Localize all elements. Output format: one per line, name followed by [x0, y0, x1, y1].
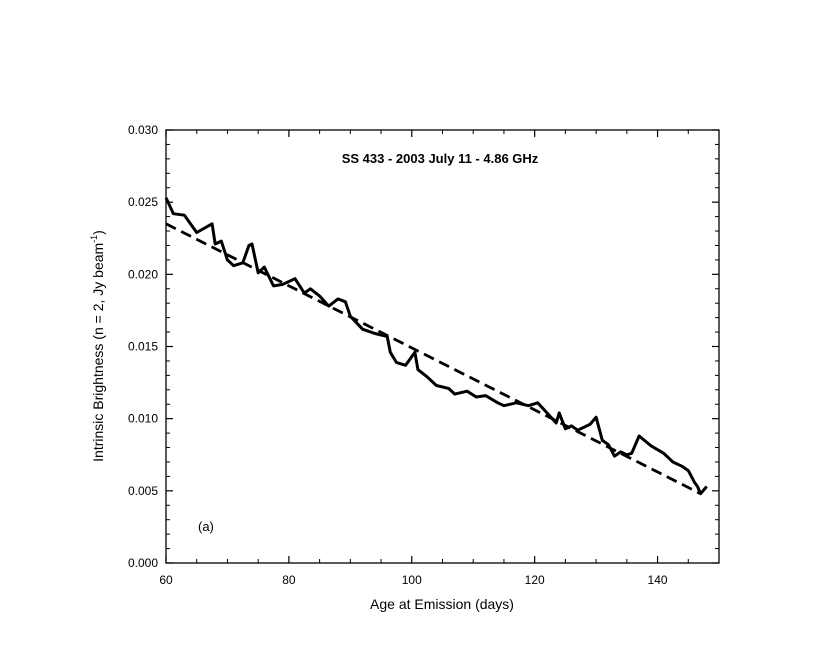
y-tick-label: 0.000	[128, 556, 158, 570]
x-tick-label: 100	[402, 573, 422, 587]
y-tick-label: 0.030	[128, 123, 158, 137]
y-tick-label: 0.015	[128, 340, 158, 354]
axis-ticks	[165, 129, 720, 564]
y-tick-label: 0.025	[128, 195, 158, 209]
plot-frame	[165, 129, 720, 564]
x-tick-label: 60	[159, 573, 173, 587]
fit-line-dashed	[165, 222, 702, 495]
chart-title: SS 433 - 2003 July 11 - 4.86 GHz	[342, 151, 539, 166]
axis-tick-labels: 60 80 100 120 140 0.000 0.005 0.010 0.015 0.020 0.…	[128, 123, 668, 587]
x-tick-label: 80	[282, 573, 296, 587]
panel-annotation: (a)	[198, 519, 214, 534]
y-tick-label: 0.020	[128, 267, 158, 281]
y-tick-label: 0.005	[128, 484, 158, 498]
y-axis-label: Intrinsic Brightness (n = 2, Jy beam-1)	[89, 230, 106, 462]
x-axis-label: Age at Emission (days)	[370, 596, 514, 612]
y-tick-label: 0.010	[128, 412, 158, 426]
y-axis-label-end: )	[90, 230, 106, 235]
x-tick-label: 120	[525, 573, 545, 587]
series-layer	[164, 197, 708, 496]
y-axis-label-main: Intrinsic Brightness (n = 2, Jy beam	[90, 243, 106, 462]
y-axis-label-sup: -1	[89, 235, 99, 243]
x-tick-label: 140	[648, 573, 668, 587]
brightness-line	[164, 197, 708, 496]
